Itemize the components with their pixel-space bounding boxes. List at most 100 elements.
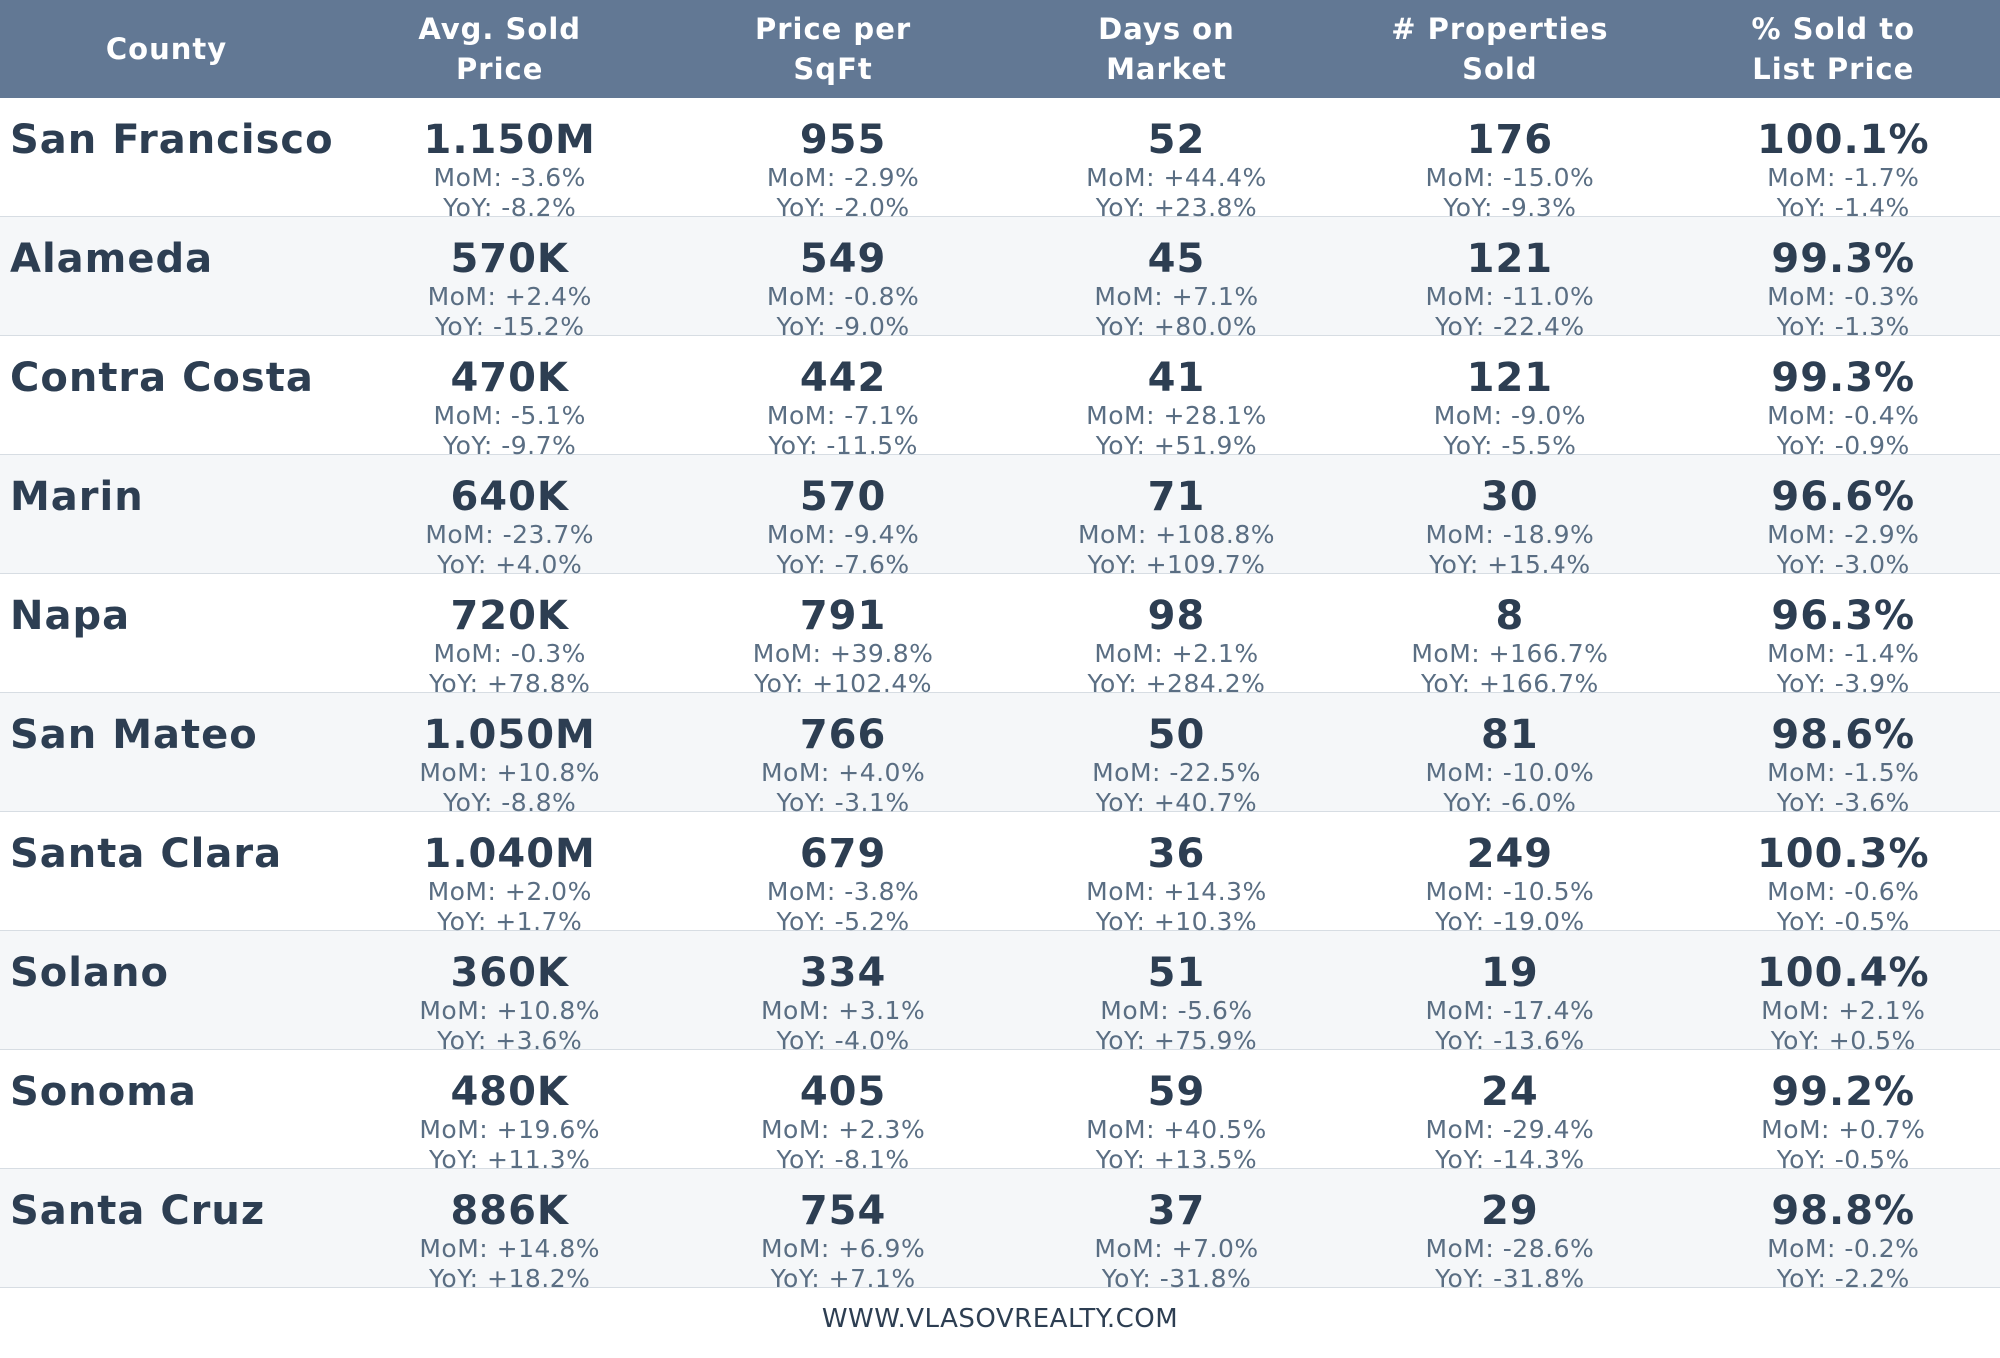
- metric-mom: MoM: +39.8%: [752, 639, 934, 668]
- metric-cell: 30 MoM: -18.9% YoY: +15.4%: [1343, 455, 1676, 580]
- metric-value: 1.150M: [423, 117, 596, 163]
- metric-mom: MoM: +6.9%: [760, 1234, 926, 1263]
- metric-yoy: YoY: +102.4%: [754, 669, 932, 698]
- metric-cell: 99.3% MoM: -0.4% YoY: -0.9%: [1677, 336, 2000, 461]
- column-header: County: [105, 32, 228, 66]
- table-row: Napa 720K MoM: -0.3% YoY: +78.8% 791 MoM: +39…: [0, 574, 2000, 698]
- metric-mom: MoM: -1.5%: [1767, 758, 1920, 787]
- metric-value: 720K: [450, 593, 569, 639]
- table-row: Santa Clara 1.040M MoM: +2.0% YoY: +1.7% 679…: [0, 812, 2000, 936]
- county-name: Alameda: [10, 236, 214, 282]
- metric-cell: 640K MoM: -23.7% YoY: +4.0%: [343, 455, 676, 580]
- metric-cell: 59 MoM: +40.5% YoY: +13.5%: [1010, 1050, 1343, 1175]
- metric-cell: 41 MoM: +28.1% YoY: +51.9%: [1010, 336, 1343, 461]
- metric-cell: 99.3% MoM: -0.3% YoY: -1.3%: [1677, 217, 2000, 342]
- metric-yoy: YoY: -13.6%: [1435, 1026, 1585, 1055]
- metric-cell: 720K MoM: -0.3% YoY: +78.8%: [343, 574, 676, 699]
- metric-yoy: YoY: -0.5%: [1776, 1145, 1910, 1174]
- metric-value: 176: [1466, 117, 1554, 163]
- metric-mom: MoM: -0.2%: [1767, 1234, 1920, 1263]
- metric-mom: MoM: +3.1%: [760, 996, 926, 1025]
- metric-mom: MoM: -9.0%: [1433, 401, 1587, 430]
- metric-mom: MoM: -3.8%: [766, 877, 920, 906]
- metric-value: 121: [1466, 355, 1554, 401]
- metric-mom: MoM: -15.0%: [1425, 163, 1595, 192]
- metric-cell: 176 MoM: -15.0% YoY: -9.3%: [1343, 98, 1676, 223]
- metric-mom: MoM: -5.1%: [433, 401, 586, 430]
- metric-yoy: YoY: -0.5%: [1776, 907, 1910, 936]
- metric-cell: 334 MoM: +3.1% YoY: -4.0%: [676, 931, 1009, 1056]
- metric-yoy: YoY: +10.3%: [1095, 907, 1258, 936]
- metric-mom: MoM: +4.0%: [760, 758, 926, 787]
- metric-value: 480K: [450, 1069, 569, 1115]
- county-name: Marin: [10, 474, 144, 520]
- metric-yoy: YoY: +40.7%: [1095, 788, 1258, 817]
- metric-yoy: YoY: -31.8%: [1101, 1264, 1252, 1293]
- metric-value: 405: [799, 1069, 887, 1115]
- metric-mom: MoM: +10.8%: [419, 996, 601, 1025]
- metric-yoy: YoY: -1.3%: [1776, 312, 1910, 341]
- metric-value: 679: [799, 831, 887, 877]
- county-name: San Mateo: [10, 712, 258, 758]
- metric-cell: 81 MoM: -10.0% YoY: -6.0%: [1343, 693, 1676, 818]
- metric-cell: 36 MoM: +14.3% YoY: +10.3%: [1010, 812, 1343, 937]
- metric-cell: 766 MoM: +4.0% YoY: -3.1%: [676, 693, 1009, 818]
- metric-cell: 96.6% MoM: -2.9% YoY: -3.0%: [1677, 455, 2000, 580]
- table-row: Marin 640K MoM: -23.7% YoY: +4.0% 570 MoM: -9…: [0, 455, 2000, 579]
- metric-mom: MoM: -17.4%: [1425, 996, 1595, 1025]
- metric-mom: MoM: +2.3%: [760, 1115, 926, 1144]
- metric-value: 100.1%: [1756, 117, 1930, 163]
- metric-cell: 24 MoM: -29.4% YoY: -14.3%: [1343, 1050, 1676, 1175]
- metric-mom: MoM: +2.4%: [427, 282, 592, 311]
- metric-value: 99.3%: [1771, 236, 1916, 282]
- metric-cell: 98.8% MoM: -0.2% YoY: -2.2%: [1677, 1169, 2000, 1294]
- metric-yoy: YoY: -6.0%: [1443, 788, 1577, 817]
- metric-mom: MoM: -5.6%: [1100, 996, 1253, 1025]
- metric-mom: MoM: -0.3%: [433, 639, 586, 668]
- table-row: Contra Costa 470K MoM: -5.1% YoY: -9.7% 442 M…: [0, 336, 2000, 460]
- metric-cell: 50 MoM: -22.5% YoY: +40.7%: [1010, 693, 1343, 818]
- metric-value: 100.3%: [1756, 831, 1930, 877]
- metric-yoy: YoY: +18.2%: [428, 1264, 591, 1293]
- county-name: Santa Clara: [10, 831, 283, 877]
- metric-cell: 121 MoM: -9.0% YoY: -5.5%: [1343, 336, 1676, 461]
- metric-yoy: YoY: -3.6%: [1776, 788, 1910, 817]
- metric-cell: 1.150M MoM: -3.6% YoY: -8.2%: [343, 98, 676, 223]
- metric-cell: 100.4% MoM: +2.1% YoY: +0.5%: [1677, 931, 2000, 1056]
- metric-mom: MoM: -23.7%: [425, 520, 595, 549]
- metric-yoy: YoY: -8.8%: [443, 788, 577, 817]
- metric-mom: MoM: -0.8%: [766, 282, 920, 311]
- metric-value: 24: [1481, 1069, 1539, 1115]
- table-row: Alameda 570K MoM: +2.4% YoY: -15.2% 549 MoM: …: [0, 217, 2000, 341]
- metric-mom: MoM: -11.0%: [1425, 282, 1595, 311]
- column-header: Days on Market: [1098, 12, 1235, 86]
- metric-cell: 100.3% MoM: -0.6% YoY: -0.5%: [1677, 812, 2000, 937]
- metric-value: 570: [799, 474, 887, 520]
- metric-cell: 570 MoM: -9.4% YoY: -7.6%: [676, 455, 1009, 580]
- metric-mom: MoM: +44.4%: [1086, 163, 1267, 192]
- metric-yoy: YoY: +0.5%: [1770, 1026, 1916, 1055]
- metric-value: 30: [1481, 474, 1539, 520]
- metric-cell: 570K MoM: +2.4% YoY: -15.2%: [343, 217, 676, 342]
- metric-mom: MoM: -3.6%: [433, 163, 586, 192]
- county-name: Solano: [10, 950, 169, 996]
- metric-cell: 405 MoM: +2.3% YoY: -8.1%: [676, 1050, 1009, 1175]
- metric-cell: 52 MoM: +44.4% YoY: +23.8%: [1010, 98, 1343, 223]
- metric-cell: 549 MoM: -0.8% YoY: -9.0%: [676, 217, 1009, 342]
- column-header: Price per SqFt: [754, 12, 912, 86]
- metric-value: 98: [1147, 593, 1206, 639]
- metric-mom: MoM: -0.3%: [1767, 282, 1920, 311]
- metric-yoy: YoY: +15.4%: [1429, 550, 1591, 579]
- metric-value: 1.040M: [423, 831, 596, 877]
- metric-yoy: YoY: +3.6%: [437, 1026, 583, 1055]
- metric-mom: MoM: +166.7%: [1411, 639, 1609, 668]
- metric-yoy: YoY: +4.0%: [437, 550, 583, 579]
- metric-yoy: YoY: -19.0%: [1435, 907, 1585, 936]
- metric-cell: 679 MoM: -3.8% YoY: -5.2%: [676, 812, 1009, 937]
- metric-yoy: YoY: -4.0%: [776, 1026, 910, 1055]
- column-header: Avg. Sold Price: [418, 12, 582, 86]
- metric-yoy: YoY: +13.5%: [1095, 1145, 1258, 1174]
- metric-cell: 1.040M MoM: +2.0% YoY: +1.7%: [343, 812, 676, 937]
- metric-mom: MoM: -10.5%: [1425, 877, 1595, 906]
- metric-value: 99.3%: [1771, 355, 1916, 401]
